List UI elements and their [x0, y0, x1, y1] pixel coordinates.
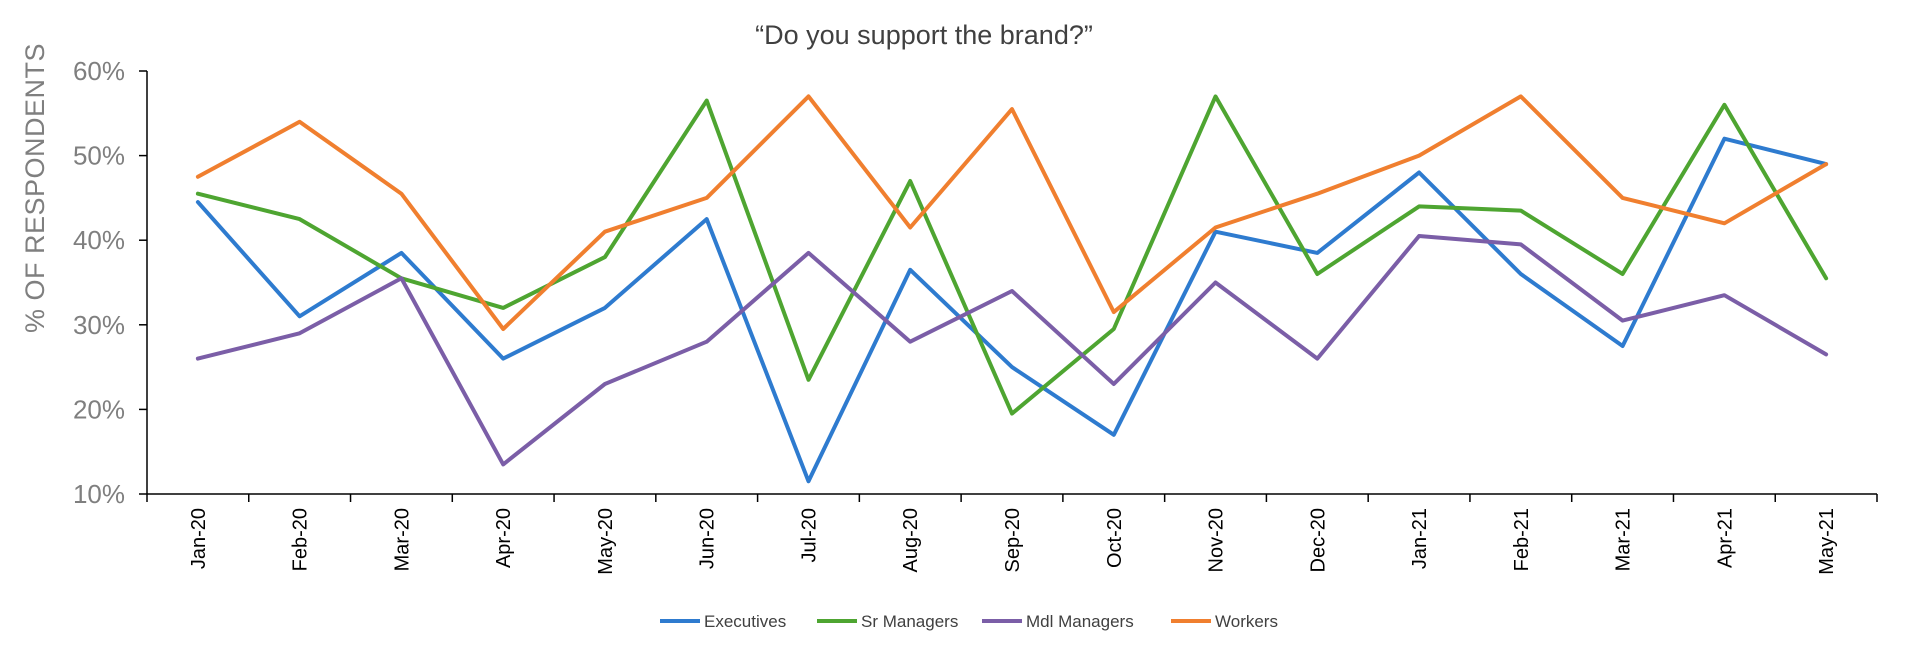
x-tick-label: Jun-20: [697, 508, 719, 569]
x-tick-label: May-21: [1816, 508, 1838, 575]
legend: Executives Sr Managers Mdl Managers Workers: [660, 612, 1278, 631]
y-tick-label: 50%: [73, 141, 125, 171]
x-tick-label: Jan-21: [1409, 508, 1431, 569]
y-tick-label: 30%: [73, 310, 125, 340]
x-tick-label: Apr-21: [1714, 508, 1736, 568]
x-tick-label: Oct-20: [1104, 508, 1126, 568]
x-tick-label: Dec-20: [1307, 508, 1329, 572]
y-tick-label: 10%: [73, 479, 125, 509]
x-tick-label: Nov-20: [1206, 508, 1228, 572]
legend-label: Sr Managers: [861, 612, 958, 631]
x-tick-label: Aug-20: [900, 508, 922, 573]
series-lines: [195, 94, 1829, 484]
y-tick-label: 40%: [73, 225, 125, 255]
series-line-executives: [195, 136, 1829, 484]
x-tick-label: Mar-21: [1613, 508, 1635, 571]
x-tick-label: Feb-20: [290, 508, 312, 571]
x-tick-label: Jul-20: [798, 508, 820, 562]
chart-title: “Do you support the brand?”: [755, 20, 1093, 50]
x-tick-label: Apr-20: [493, 508, 515, 568]
y-axis-ticks: 10% 20% 30% 40% 50% 60%: [73, 56, 147, 509]
x-axis-ticks: Jan-20 Feb-20 Mar-20 Apr-20 May-20 Jun-20 Jul-…: [146, 494, 1878, 575]
series-line-mdl-managers: [195, 234, 1829, 467]
legend-item-mdl-managers: Mdl Managers: [982, 612, 1134, 631]
x-tick-label: Mar-20: [391, 508, 413, 571]
x-tick-label: Sep-20: [1002, 508, 1024, 573]
legend-item-sr-managers: Sr Managers: [817, 612, 958, 631]
x-tick-label: Feb-21: [1511, 508, 1533, 571]
series-line-sr-managers: [195, 94, 1829, 416]
x-tick-label: May-20: [595, 508, 617, 575]
legend-label: Executives: [704, 612, 786, 631]
x-tick-label: Jan-20: [188, 508, 210, 569]
legend-label: Mdl Managers: [1026, 612, 1134, 631]
y-tick-label: 20%: [73, 394, 125, 424]
y-axis-label: % OF RESPONDENTS: [20, 43, 50, 333]
y-tick-label: 60%: [73, 56, 125, 86]
axes: [146, 71, 1877, 495]
legend-label: Workers: [1215, 612, 1278, 631]
legend-item-executives: Executives: [660, 612, 786, 631]
series-line-workers: [195, 94, 1829, 331]
legend-item-workers: Workers: [1171, 612, 1278, 631]
